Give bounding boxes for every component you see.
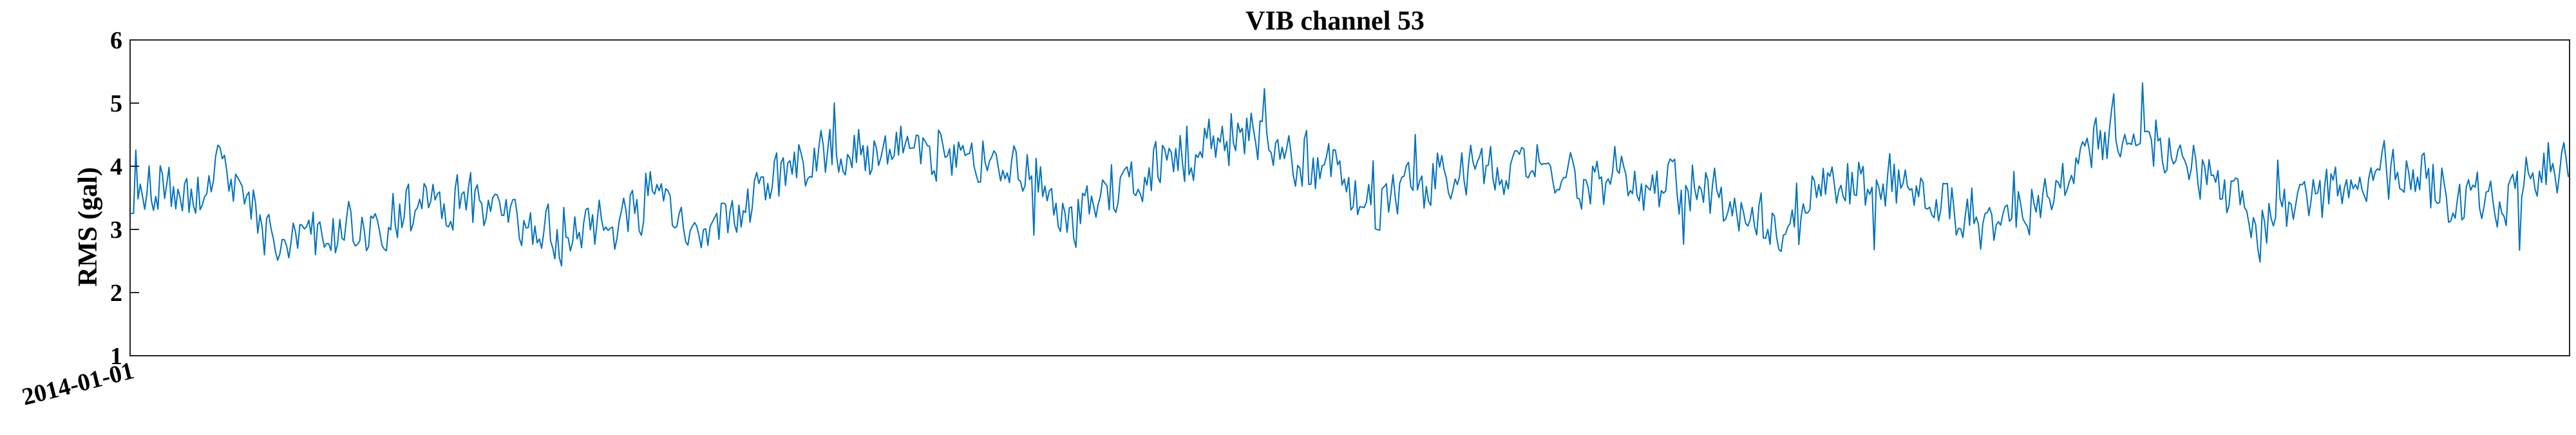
y-tick-label: 3 — [110, 217, 122, 244]
series-layer — [131, 82, 2569, 267]
chart-title: VIB channel 53 — [1245, 6, 1425, 36]
y-tick-label: 4 — [110, 153, 122, 180]
y-tick-label: 2 — [110, 280, 122, 307]
series-line — [131, 82, 2569, 267]
x-tick-label: 2014-01-01 — [19, 357, 137, 411]
y-axis-ticks: 1 2 3 4 5 6 — [110, 27, 139, 370]
plot-frame — [129, 39, 2570, 356]
y-tick-label: 6 — [110, 27, 122, 54]
y-tick-label: 5 — [110, 90, 122, 117]
y-tick-label: 1 — [110, 343, 122, 370]
y-axis-label: RMS (gal) — [73, 167, 103, 286]
plot-area — [129, 39, 2570, 356]
